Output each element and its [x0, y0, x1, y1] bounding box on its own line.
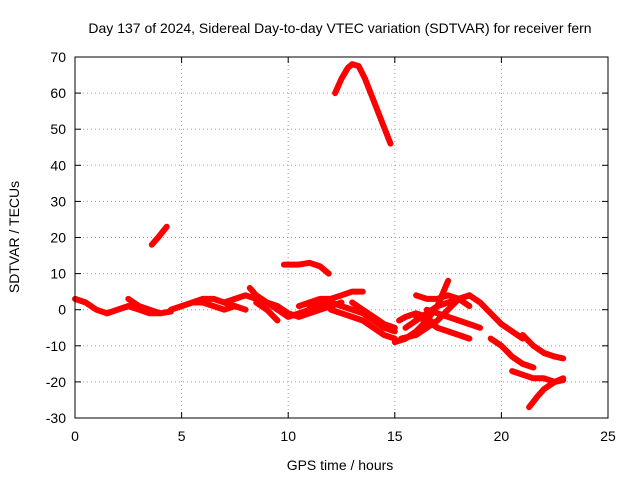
chart-title: Day 137 of 2024, Sidereal Day-to-day VTE… — [88, 20, 591, 36]
series-arc-12 — [295, 288, 366, 310]
series-arc-10 — [253, 299, 281, 324]
y-tick-label: 40 — [50, 157, 66, 173]
y-axis-label: SDTVAR / TECUs — [6, 181, 22, 293]
y-tick-label: 30 — [50, 193, 66, 209]
series-arc-25 — [487, 335, 537, 371]
series-arc-4 — [148, 223, 170, 248]
series-arc-15 — [332, 61, 394, 147]
series-arc-3 — [125, 295, 174, 317]
y-tick-label: 0 — [58, 302, 66, 318]
y-tick-label: 20 — [50, 230, 66, 246]
series-arc-6 — [189, 295, 249, 313]
x-axis-label: GPS time / hours — [287, 457, 394, 473]
x-tick-label: 5 — [178, 428, 186, 444]
series-arc-5 — [167, 299, 238, 313]
x-tick-label: 10 — [280, 428, 296, 444]
series-arc-16 — [349, 299, 398, 331]
series-arc-9 — [253, 295, 345, 320]
axis-tick-labels: 0 5 10 15 20 25 -30 -20 -10 0 10 20 30 40 50 60 70 — [46, 49, 616, 444]
series-arc-7 — [221, 292, 260, 306]
series-arc-23 — [423, 306, 484, 331]
y-tick-label: 10 — [50, 266, 66, 282]
y-tick-label: -30 — [46, 410, 66, 426]
series-group — [72, 61, 567, 411]
series-arc-24 — [455, 292, 526, 342]
axis-ticks — [74, 56, 609, 419]
series-arc-22 — [413, 313, 473, 342]
x-tick-label: 15 — [387, 428, 403, 444]
series-arc-14 — [327, 306, 398, 342]
y-tick-label: 50 — [50, 121, 66, 137]
x-tick-label: 25 — [600, 428, 616, 444]
x-tick-label: 0 — [71, 428, 79, 444]
x-tick-label: 20 — [494, 428, 510, 444]
y-tick-label: 60 — [50, 85, 66, 101]
series-arc-13 — [306, 299, 398, 335]
series-arc-28 — [526, 375, 567, 411]
y-tick-label: -10 — [46, 338, 66, 354]
series-arc-27 — [519, 332, 567, 362]
y-tick-label: 70 — [50, 49, 66, 65]
series-arc-11 — [280, 259, 332, 277]
y-tick-label: -20 — [46, 374, 66, 390]
